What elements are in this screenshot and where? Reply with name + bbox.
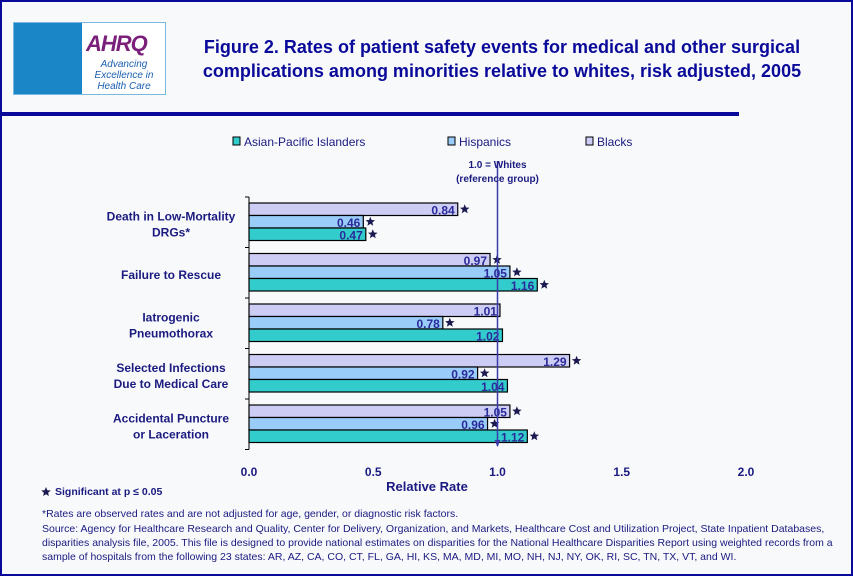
significance-star-icon [368,229,378,239]
title-divider [2,112,739,116]
bar-asian-pacific-islanders [248,429,528,444]
x-tick-label: 2.0 [738,465,755,479]
bar-asian-pacific-islanders [248,277,538,292]
hhs-eagle-icon [14,23,82,94]
bar-blacks [248,303,501,318]
logo-text: AHRQ [86,31,148,56]
significance-star-icon [479,368,490,378]
bar-asian-pacific-islanders [248,227,367,242]
reference-line-label: (reference group) [456,174,539,185]
bar-hispanics [248,366,479,381]
category-label: Due to Medical Care [114,377,229,391]
reference-arrow-icon [494,440,501,447]
significance-star-icon [460,204,470,214]
bar-hispanics [248,265,511,280]
bar-hispanics [248,416,489,431]
data-label: 1.12 [501,431,525,445]
data-label: 1.16 [511,279,535,293]
footnote-source: Source: Agency for Healthcare Research a… [42,523,833,563]
data-label: 0.47 [339,229,363,243]
bar-blacks [248,252,491,267]
data-label: 1.29 [543,355,567,369]
logo-tagline: Advancing Excellence in Health Care [94,59,154,92]
legend-label: Hispanics [459,135,511,149]
category-label: Accidental Puncture [113,411,229,425]
category-label: Iatrogenic [142,310,200,324]
x-tick-label: 1.0 [489,465,506,479]
category-label: Failure to Rescue [121,268,221,282]
legend-swatch [585,136,594,146]
significance-star-icon [445,317,455,327]
bar-hispanics [248,315,444,330]
data-label: 0.96 [461,418,485,432]
x-tick-label: 1.5 [613,465,630,479]
data-label: 1.02 [476,330,500,344]
x-tick-label: 0.5 [365,465,382,479]
category-label: Death in Low-Mortality [107,209,236,223]
ahrq-logo: AHRQ Advancing Excellence in Health Care [13,22,166,95]
category-label: Pneumothorax [129,326,213,340]
x-axis-label: Relative Rate [386,479,468,494]
bar-asian-pacific-islanders [248,328,504,343]
bar-blacks [248,353,571,368]
page-title: Figure 2. Rates of patient safety events… [202,37,802,81]
significance-star-icon [365,216,376,226]
category-label: DRGs* [152,225,190,239]
data-label: 1.05 [484,406,508,420]
x-tick-label: 0.0 [241,465,258,479]
significance-star-icon [571,355,582,365]
category-label: Selected Infections [116,361,226,375]
significance-star-icon [539,279,549,289]
data-label: 0.78 [416,317,440,331]
legend-swatch [232,136,241,146]
footnote-rates: *Rates are observed rates and are not ad… [42,508,459,520]
bar-blacks [248,404,511,419]
data-label: 0.46 [337,216,361,230]
significance-star-icon [512,267,522,277]
legend-label: Asian-Pacific Islanders [244,135,365,149]
data-label: 1.01 [474,305,498,319]
significance-star-icon [512,406,522,416]
bar-asian-pacific-islanders [248,378,509,393]
category-label: or Laceration [133,427,209,441]
data-label: 1.04 [481,380,505,394]
significance-star-icon [41,487,51,496]
data-label: 1.05 [484,267,508,281]
reference-line-label: 1.0 = Whites [468,160,527,171]
significance-star-icon [529,431,540,441]
data-label: 0.97 [464,254,488,268]
legend-label: Blacks [597,135,632,149]
data-label: 0.92 [451,368,475,382]
data-label: 0.84 [431,204,455,218]
significance-note: Significant at p ≤ 0.05 [55,486,162,498]
legend-swatch [447,136,456,146]
bar-blacks [248,202,459,217]
